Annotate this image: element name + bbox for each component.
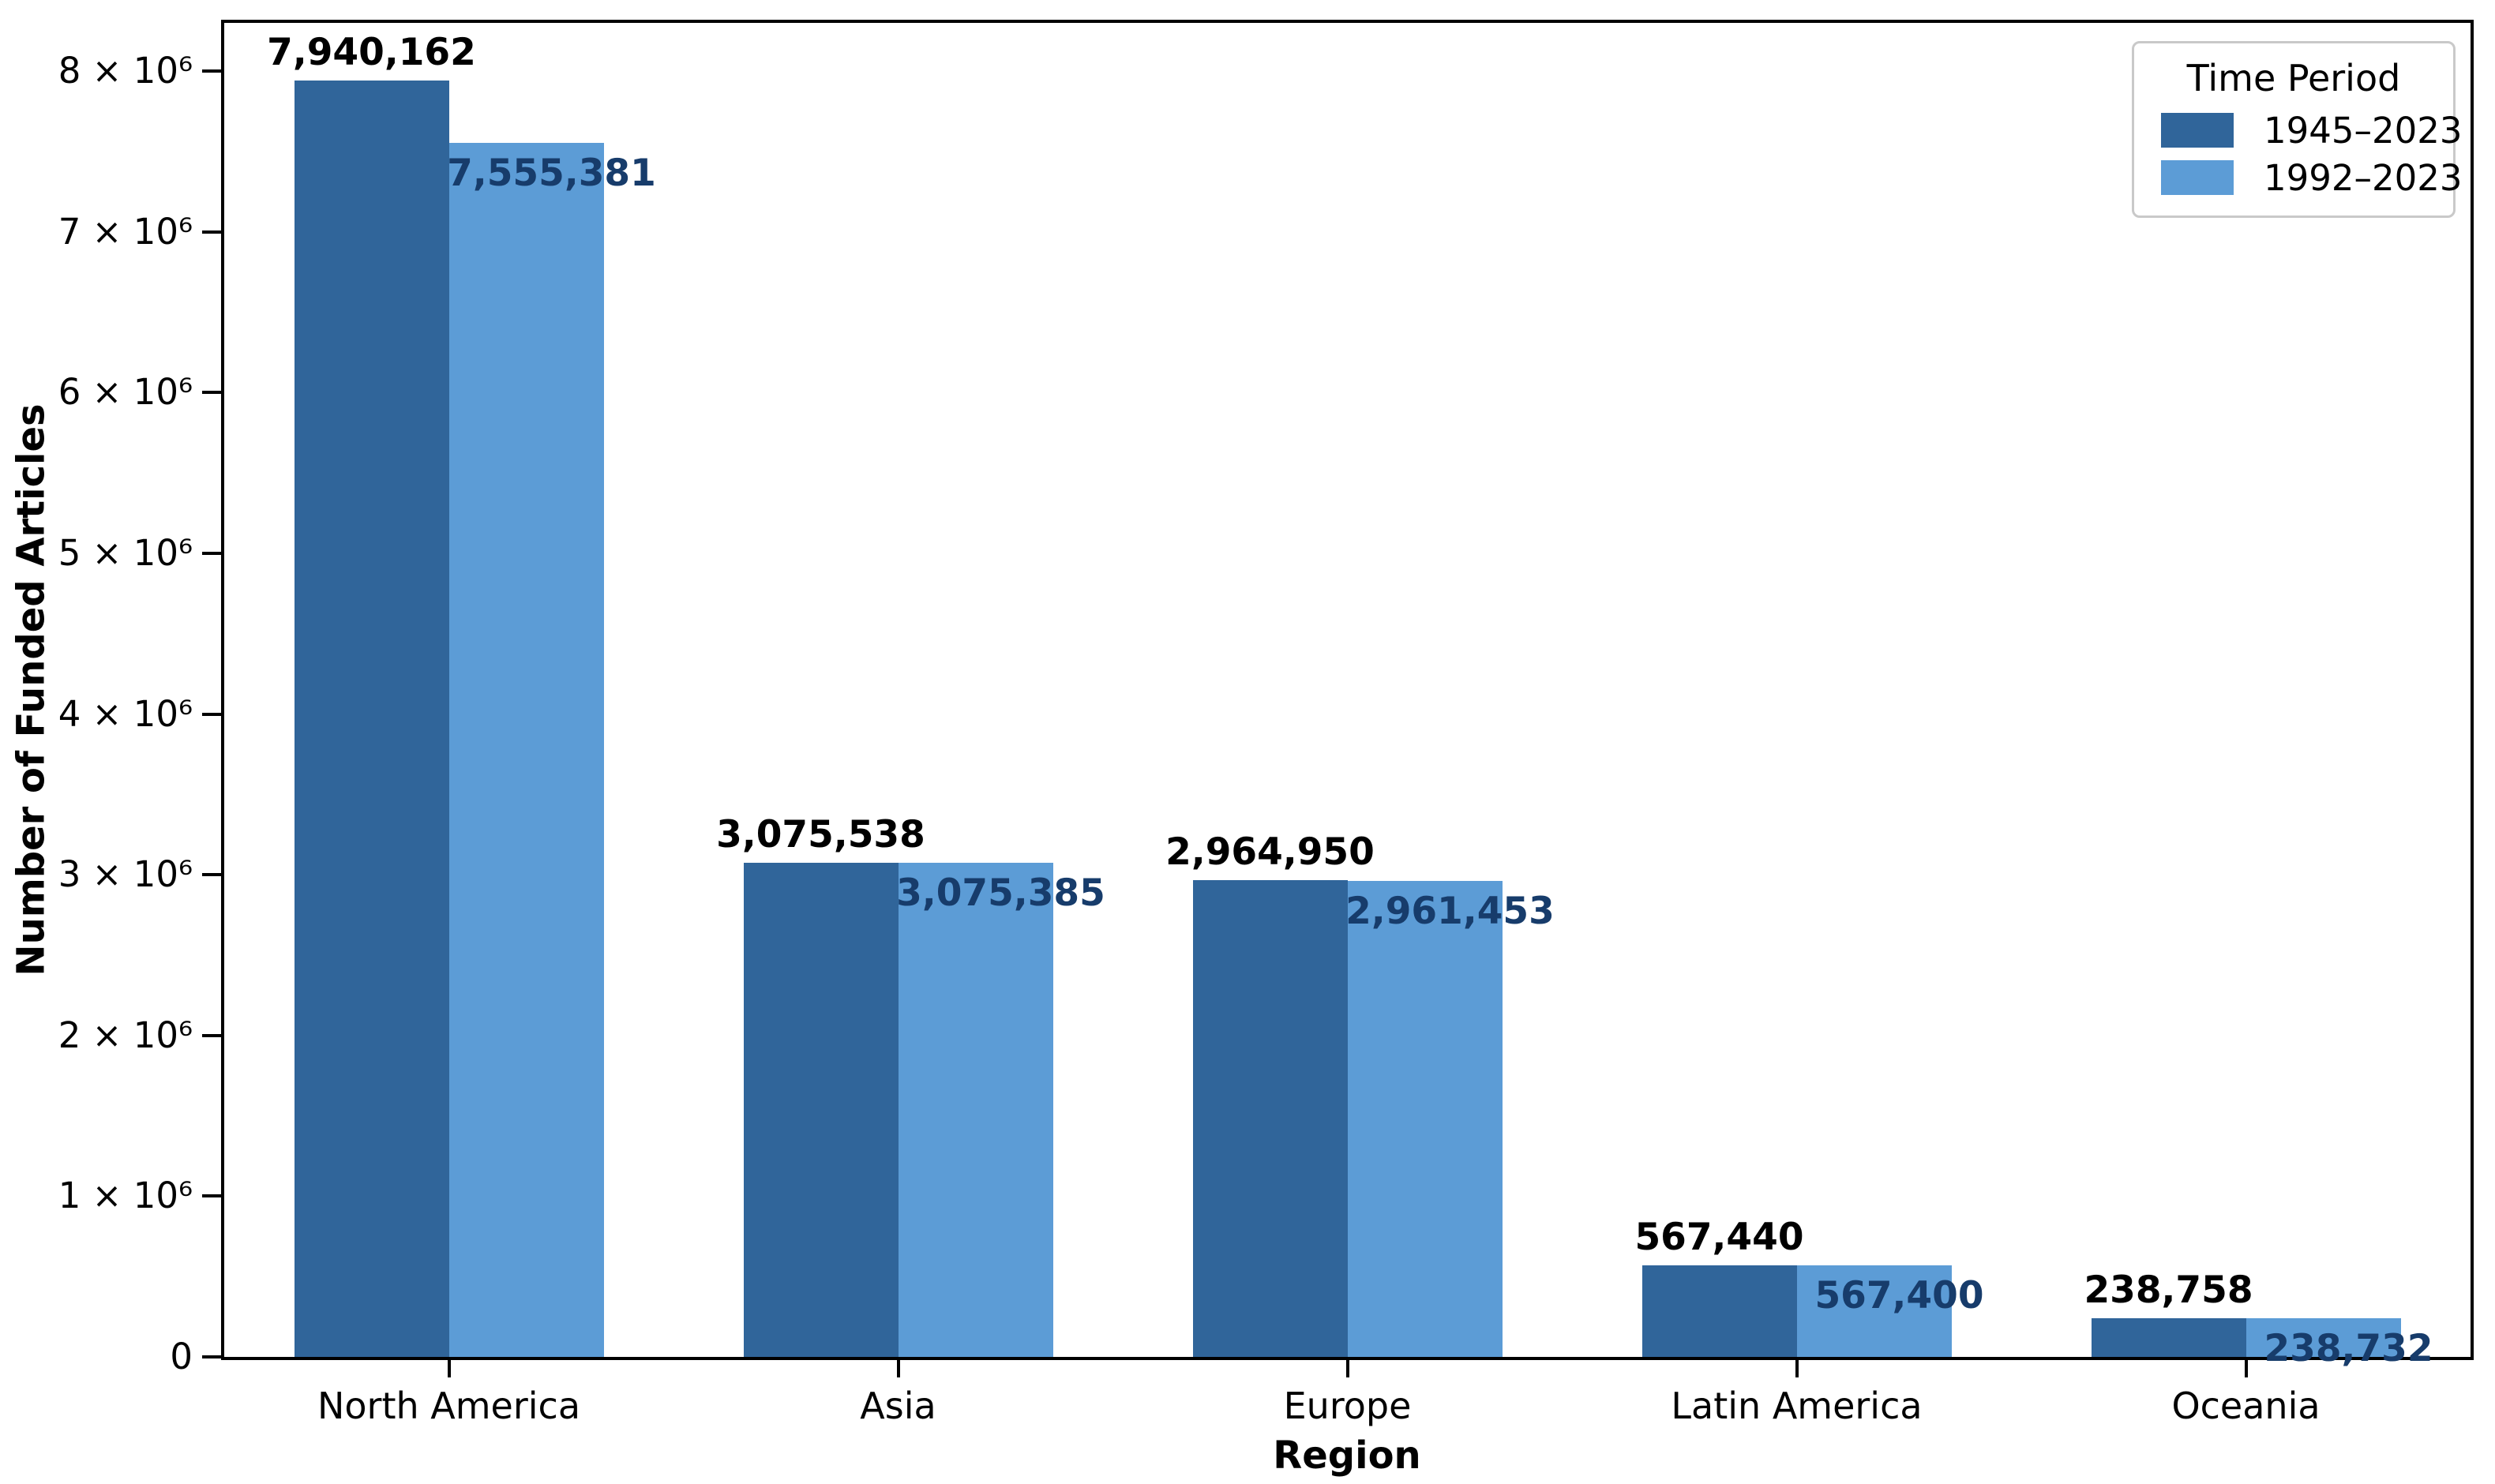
y-tick-mark-0: [202, 1355, 221, 1358]
y-tick-label-4-10: 4 × 10⁶: [58, 692, 193, 735]
bar-value-label-1992-2023-asia: 3,075,385: [896, 871, 1105, 915]
bar-1945-2023-north-america: [294, 81, 449, 1357]
bar-1945-2023-europe: [1192, 880, 1348, 1357]
bar-value-label-1945-2023-north-america: 7,940,162: [267, 31, 476, 74]
legend: Time Period 1945–2023 1992–2023: [2132, 41, 2463, 218]
x-tick-mark-asia: [896, 1360, 900, 1377]
legend-item-1992-2023: 1992–2023: [2150, 154, 2463, 201]
x-tick-label-latin-america: Latin America: [1671, 1385, 1923, 1427]
bar-1945-2023-latin-america: [1641, 1265, 1797, 1357]
bar-value-label-1945-2023-latin-america: 567,440: [1634, 1216, 1804, 1259]
y-tick-label-7-10: 7 × 10⁶: [58, 210, 193, 253]
y-tick-mark-2-10: [202, 1033, 221, 1037]
x-tick-label-oceania: Oceania: [2171, 1385, 2321, 1427]
legend-label-1992-2023: 1992–2023: [2264, 156, 2463, 199]
legend-swatch-1992-2023: [2161, 160, 2234, 195]
bar-value-label-1945-2023-asia: 3,075,538: [716, 813, 925, 856]
x-tick-label-europe: Europe: [1283, 1385, 1412, 1427]
bar-value-label-1992-2023-oceania: 238,732: [2264, 1327, 2433, 1370]
legend-swatch-1945-2023: [2161, 113, 2234, 148]
y-tick-label-1-10: 1 × 10⁶: [58, 1175, 193, 1217]
bar-1992-2023-latin-america: [1796, 1265, 1952, 1357]
bar-1992-2023-north-america: [448, 143, 604, 1357]
bar-1945-2023-oceania: [2091, 1318, 2246, 1357]
bar-1945-2023-asia: [743, 863, 899, 1357]
y-tick-mark-4-10: [202, 712, 221, 716]
y-tick-label-6-10: 6 × 10⁶: [58, 371, 193, 414]
bar-1992-2023-europe: [1347, 881, 1503, 1357]
x-tick-label-north-america: North America: [317, 1385, 581, 1427]
y-tick-mark-5-10: [202, 551, 221, 555]
legend-items: 1945–2023 1992–2023: [2150, 107, 2463, 201]
bar-1992-2023-oceania: [2246, 1318, 2401, 1357]
x-tick-mark-europe: [1345, 1360, 1349, 1377]
x-tick-mark-oceania: [2244, 1360, 2248, 1377]
y-tick-label-3-10: 3 × 10⁶: [58, 853, 193, 896]
bar-value-label-1992-2023-europe: 2,961,453: [1345, 890, 1555, 933]
bar-value-label-1992-2023-north-america: 7,555,381: [447, 152, 656, 195]
x-axis-label: Region: [1273, 1433, 1421, 1478]
legend-item-1945-2023: 1945–2023: [2150, 107, 2463, 154]
bar-1992-2023-asia: [898, 863, 1053, 1357]
bar-value-label-1945-2023-europe: 2,964,950: [1165, 830, 1375, 874]
legend-title: Time Period: [2186, 57, 2401, 99]
x-tick-label-asia: Asia: [860, 1385, 936, 1427]
x-tick-mark-latin-america: [1795, 1360, 1799, 1377]
bar-value-label-1992-2023-latin-america: 567,400: [1814, 1274, 1984, 1317]
y-tick-mark-6-10: [202, 391, 221, 395]
y-tick-mark-3-10: [202, 873, 221, 877]
y-tick-label-0: 0: [170, 1336, 193, 1377]
y-tick-label-5-10: 5 × 10⁶: [58, 531, 193, 574]
y-tick-label-8-10: 8 × 10⁶: [58, 50, 193, 92]
y-tick-mark-7-10: [202, 230, 221, 234]
legend-label-1945-2023: 1945–2023: [2264, 109, 2463, 152]
bar-value-label-1945-2023-oceania: 238,758: [2084, 1269, 2253, 1312]
plot-area: [221, 20, 2474, 1360]
y-tick-mark-1-10: [202, 1194, 221, 1198]
y-tick-mark-8-10: [202, 69, 221, 73]
y-tick-label-2-10: 2 × 10⁶: [58, 1014, 193, 1056]
x-tick-mark-north-america: [447, 1360, 451, 1377]
